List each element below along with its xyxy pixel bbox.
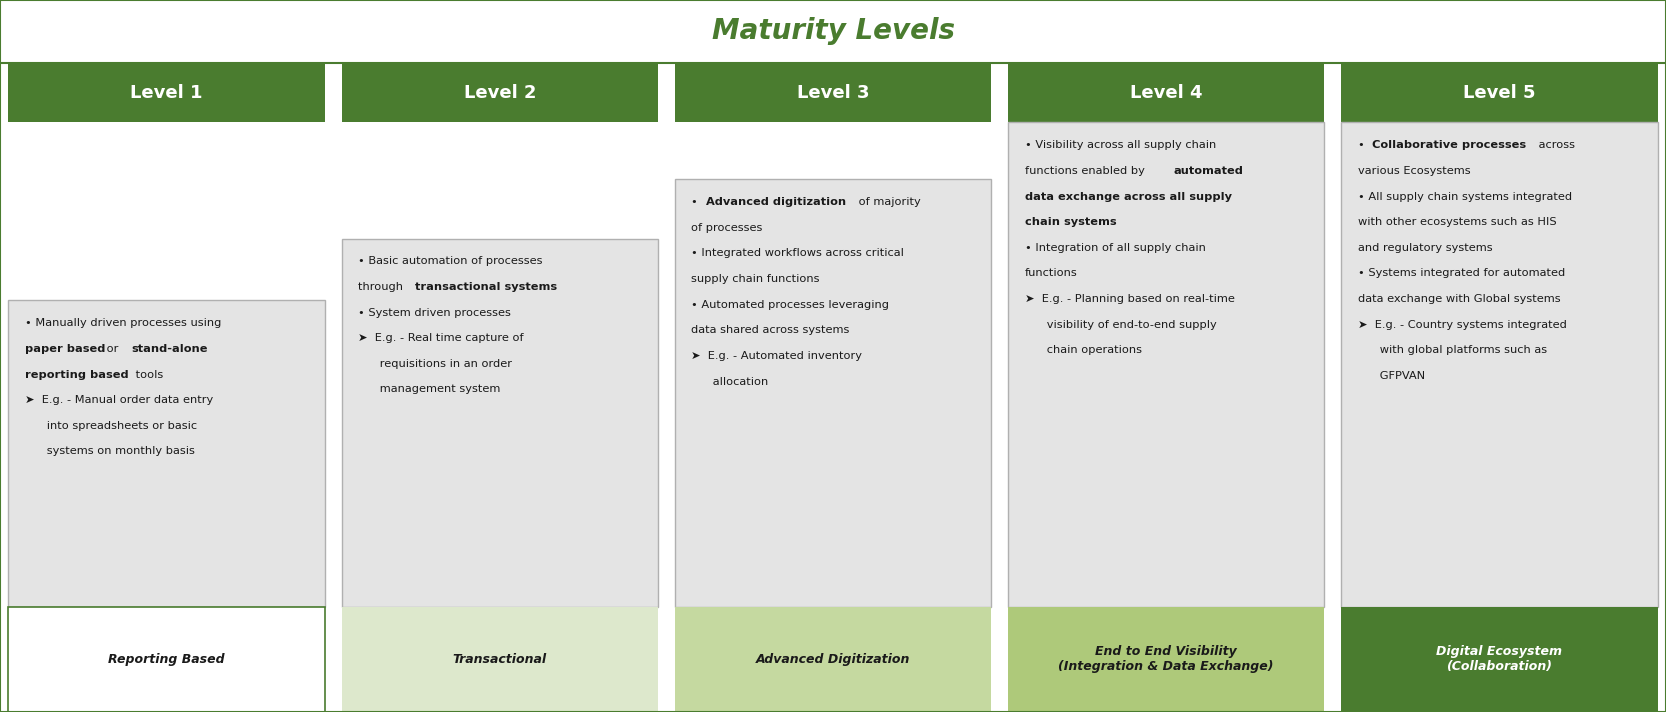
FancyBboxPatch shape [675, 64, 991, 122]
Text: allocation: allocation [691, 377, 768, 387]
FancyBboxPatch shape [675, 607, 991, 712]
Text: across: across [1536, 140, 1576, 150]
Text: with global platforms such as: with global platforms such as [1358, 345, 1548, 355]
FancyBboxPatch shape [1341, 122, 1658, 607]
Text: paper based: paper based [25, 344, 105, 354]
FancyBboxPatch shape [342, 64, 658, 122]
Text: Level 2: Level 2 [463, 84, 536, 103]
Text: Advanced Digitization: Advanced Digitization [756, 653, 910, 666]
Text: ➤  E.g. - Manual order data entry: ➤ E.g. - Manual order data entry [25, 395, 213, 405]
Text: various Ecosystems: various Ecosystems [1358, 166, 1471, 176]
Text: of majority: of majority [855, 197, 921, 207]
FancyBboxPatch shape [1341, 64, 1658, 122]
Text: • All supply chain systems integrated: • All supply chain systems integrated [1358, 192, 1573, 201]
Text: functions: functions [1025, 268, 1078, 278]
FancyBboxPatch shape [8, 300, 325, 607]
Text: • Visibility across all supply chain: • Visibility across all supply chain [1025, 140, 1216, 150]
Text: Maturity Levels: Maturity Levels [711, 17, 955, 46]
FancyBboxPatch shape [1008, 64, 1324, 122]
Text: • Basic automation of processes: • Basic automation of processes [358, 256, 543, 266]
Text: data shared across systems: data shared across systems [691, 325, 850, 335]
Text: Level 5: Level 5 [1463, 84, 1536, 103]
Text: Level 4: Level 4 [1130, 84, 1203, 103]
Text: supply chain functions: supply chain functions [691, 274, 820, 284]
Text: ➤  E.g. - Country systems integrated: ➤ E.g. - Country systems integrated [1358, 320, 1566, 330]
Text: • Integration of all supply chain: • Integration of all supply chain [1025, 243, 1206, 253]
Text: chain systems: chain systems [1025, 217, 1116, 227]
FancyBboxPatch shape [1008, 607, 1324, 712]
Text: through: through [358, 282, 407, 292]
FancyBboxPatch shape [1008, 122, 1324, 607]
Text: • Integrated workflows across critical: • Integrated workflows across critical [691, 248, 905, 258]
Text: • Manually driven processes using: • Manually driven processes using [25, 318, 222, 328]
Text: • Systems integrated for automated: • Systems integrated for automated [1358, 268, 1564, 278]
Text: •: • [1358, 140, 1368, 150]
Text: ➤  E.g. - Planning based on real-time: ➤ E.g. - Planning based on real-time [1025, 294, 1235, 304]
FancyBboxPatch shape [342, 607, 658, 712]
Text: systems on monthly basis: systems on monthly basis [25, 446, 195, 456]
Text: and regulatory systems: and regulatory systems [1358, 243, 1493, 253]
FancyBboxPatch shape [675, 179, 991, 607]
Text: Level 3: Level 3 [796, 84, 870, 103]
Text: of processes: of processes [691, 223, 763, 233]
Text: •: • [691, 197, 701, 207]
Text: Digital Ecosystem
(Collaboration): Digital Ecosystem (Collaboration) [1436, 645, 1563, 674]
FancyBboxPatch shape [0, 0, 1666, 63]
Text: tools: tools [132, 370, 163, 379]
Text: into spreadsheets or basic: into spreadsheets or basic [25, 421, 197, 431]
Text: Collaborative processes: Collaborative processes [1373, 140, 1526, 150]
FancyBboxPatch shape [8, 607, 325, 712]
Text: automated: automated [1175, 166, 1243, 176]
Text: Reporting Based: Reporting Based [108, 653, 225, 666]
Text: visibility of end-to-end supply: visibility of end-to-end supply [1025, 320, 1216, 330]
Text: or: or [103, 344, 122, 354]
Text: stand-alone: stand-alone [132, 344, 208, 354]
Text: Level 1: Level 1 [130, 84, 203, 103]
Text: Transactional: Transactional [453, 653, 546, 666]
Text: with other ecosystems such as HIS: with other ecosystems such as HIS [1358, 217, 1556, 227]
FancyBboxPatch shape [8, 64, 325, 122]
Text: GFPVAN: GFPVAN [1358, 371, 1424, 381]
Text: reporting based: reporting based [25, 370, 128, 379]
Text: chain operations: chain operations [1025, 345, 1141, 355]
Text: Advanced digitization: Advanced digitization [706, 197, 846, 207]
Text: ➤  E.g. - Automated inventory: ➤ E.g. - Automated inventory [691, 351, 863, 361]
Text: management system: management system [358, 384, 500, 394]
Text: requisitions in an order: requisitions in an order [358, 359, 511, 369]
Text: data exchange across all supply: data exchange across all supply [1025, 192, 1231, 201]
FancyBboxPatch shape [1341, 607, 1658, 712]
Text: functions enabled by: functions enabled by [1025, 166, 1148, 176]
Text: transactional systems: transactional systems [415, 282, 556, 292]
Text: • Automated processes leveraging: • Automated processes leveraging [691, 300, 890, 310]
Text: ➤  E.g. - Real time capture of: ➤ E.g. - Real time capture of [358, 333, 523, 343]
Text: End to End Visibility
(Integration & Data Exchange): End to End Visibility (Integration & Dat… [1058, 645, 1274, 674]
Text: • System driven processes: • System driven processes [358, 308, 511, 318]
Text: data exchange with Global systems: data exchange with Global systems [1358, 294, 1561, 304]
FancyBboxPatch shape [342, 239, 658, 607]
